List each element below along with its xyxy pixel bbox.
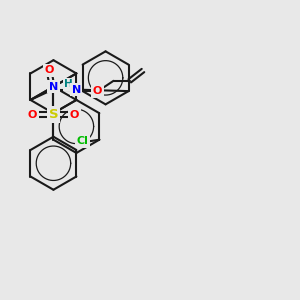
Text: O: O: [45, 65, 54, 76]
Text: O: O: [70, 110, 79, 120]
Text: O: O: [49, 82, 58, 92]
Text: H: H: [64, 79, 73, 89]
Text: O: O: [93, 86, 102, 96]
Text: Cl: Cl: [76, 136, 88, 146]
Text: O: O: [28, 110, 37, 120]
Text: S: S: [49, 108, 58, 121]
Text: N: N: [49, 82, 58, 92]
Text: N: N: [71, 85, 81, 94]
